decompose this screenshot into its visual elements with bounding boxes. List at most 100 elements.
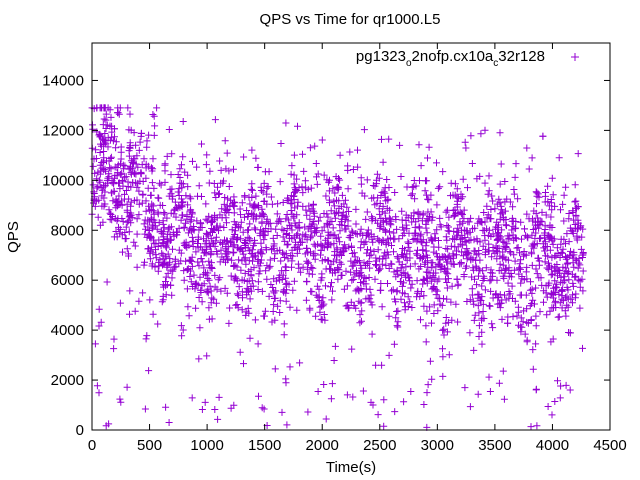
data-point — [177, 216, 185, 224]
data-point — [556, 254, 564, 261]
data-point — [540, 298, 547, 306]
data-point — [318, 136, 326, 144]
data-point — [188, 394, 196, 402]
data-point — [429, 274, 437, 281]
data-point — [327, 395, 335, 403]
data-point — [520, 248, 528, 255]
data-point — [461, 238, 469, 245]
data-point — [150, 184, 158, 192]
data-point — [459, 175, 467, 183]
data-point — [107, 165, 115, 173]
data-point — [323, 242, 331, 250]
data-point — [178, 203, 186, 211]
data-point — [231, 262, 239, 270]
data-point — [349, 166, 357, 173]
data-point — [117, 148, 125, 156]
data-point — [499, 367, 507, 375]
data-point — [121, 229, 129, 236]
data-point — [504, 319, 512, 327]
data-point — [565, 268, 573, 276]
data-point — [100, 115, 108, 123]
data-point — [204, 232, 212, 240]
data-point — [496, 260, 504, 268]
data-point — [315, 297, 323, 304]
data-point — [106, 215, 114, 223]
data-point — [331, 342, 339, 350]
data-point — [158, 249, 166, 257]
data-point — [94, 213, 102, 221]
data-point — [178, 161, 185, 169]
data-point — [257, 239, 265, 247]
data-point — [354, 257, 362, 264]
data-point — [154, 194, 162, 202]
data-point — [106, 122, 114, 130]
data-point — [357, 225, 365, 233]
data-point — [548, 411, 556, 419]
data-point — [378, 260, 386, 268]
data-point — [500, 395, 508, 403]
data-point — [565, 238, 573, 246]
data-point — [212, 194, 220, 201]
data-point — [141, 405, 149, 413]
data-point — [213, 222, 221, 230]
data-point — [487, 215, 495, 223]
data-point — [325, 187, 333, 195]
data-point — [190, 271, 198, 279]
data-point — [367, 251, 375, 259]
data-point — [435, 243, 443, 251]
data-point — [363, 260, 371, 268]
data-point — [514, 244, 522, 251]
data-point — [175, 260, 183, 268]
data-point — [306, 222, 314, 230]
data-point — [171, 198, 179, 206]
data-point — [358, 264, 366, 272]
data-point — [116, 299, 124, 307]
data-point — [397, 271, 405, 279]
data-point — [145, 131, 153, 139]
data-point — [384, 280, 391, 287]
data-point — [120, 165, 128, 173]
data-point — [223, 248, 231, 256]
data-point — [483, 214, 491, 222]
data-point — [375, 267, 382, 275]
data-point — [367, 398, 375, 406]
data-point — [449, 207, 457, 214]
data-point — [434, 294, 442, 302]
data-point — [501, 269, 509, 277]
data-point — [382, 261, 390, 269]
data-point — [334, 185, 342, 193]
data-point — [271, 254, 278, 262]
data-point — [528, 300, 535, 307]
data-point — [155, 219, 163, 227]
data-point — [488, 253, 496, 261]
data-point — [211, 226, 219, 234]
data-point — [406, 298, 414, 306]
data-point — [277, 140, 285, 147]
data-point — [162, 244, 170, 252]
data-point — [107, 113, 115, 121]
data-point — [493, 248, 501, 256]
data-point — [360, 126, 368, 134]
data-point — [561, 277, 569, 285]
data-point — [142, 207, 150, 215]
data-point — [194, 240, 201, 247]
data-point — [464, 184, 471, 192]
data-point — [489, 324, 497, 332]
data-point — [501, 207, 509, 215]
data-point — [533, 422, 541, 430]
data-point — [466, 296, 474, 304]
data-point — [261, 168, 269, 176]
data-point — [309, 264, 317, 272]
data-point — [509, 231, 517, 239]
data-point — [263, 215, 271, 223]
data-point — [207, 299, 215, 307]
data-point — [396, 141, 404, 149]
data-point — [219, 179, 227, 187]
data-point — [240, 277, 248, 284]
data-point — [342, 267, 350, 275]
data-point — [527, 423, 535, 431]
data-point — [340, 285, 348, 293]
data-point — [221, 209, 229, 217]
data-point — [442, 245, 450, 252]
data-point — [417, 288, 425, 295]
